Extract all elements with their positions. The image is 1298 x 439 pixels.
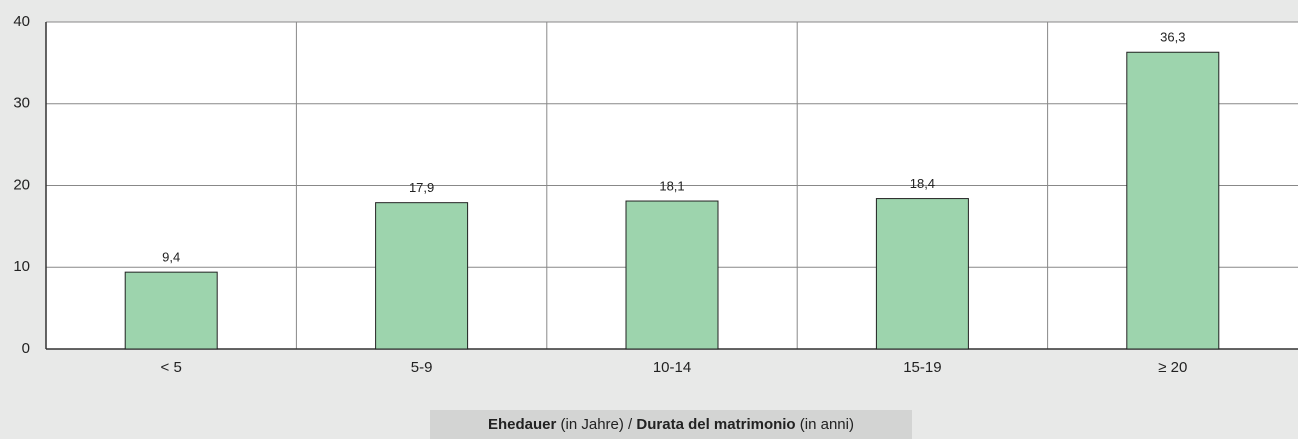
- x-tick-label: ≥ 20: [1158, 359, 1187, 376]
- bar: [875, 198, 969, 350]
- y-tick-label: 30: [13, 95, 30, 112]
- chart: 0 10 20 30 40 < 5 9,4 5-9 17,9 10-14 18,1 15-19 18,4…: [13, 13, 1298, 376]
- x-tick-label: 5-9: [411, 359, 433, 376]
- bar: [1126, 51, 1220, 350]
- x-label-bold: Durata del matrimonio: [636, 416, 796, 433]
- y-tick-label: 20: [13, 176, 30, 193]
- value-label: 36,3: [1160, 30, 1185, 45]
- y-tick-label: 0: [22, 340, 30, 357]
- x-label-text: (in anni): [799, 416, 854, 433]
- x-tick-label: 10-14: [653, 359, 691, 376]
- bar: [625, 200, 719, 350]
- bar: [124, 271, 218, 350]
- x-label-bold: Ehedauer: [488, 416, 557, 433]
- value-label: 18,4: [910, 176, 935, 191]
- bar: [375, 202, 469, 350]
- value-label: 17,9: [409, 180, 434, 195]
- x-axis-label: Ehedauer (in Jahre) / Durata del matrimo…: [430, 410, 912, 439]
- value-label: 9,4: [162, 250, 180, 265]
- y-tick-label: 40: [13, 13, 30, 30]
- x-tick-label: < 5: [161, 359, 182, 376]
- x-tick-label: 15-19: [903, 359, 941, 376]
- value-label: 18,1: [659, 178, 684, 193]
- x-label-text: (in Jahre) /: [560, 416, 633, 433]
- y-tick-label: 10: [13, 258, 30, 275]
